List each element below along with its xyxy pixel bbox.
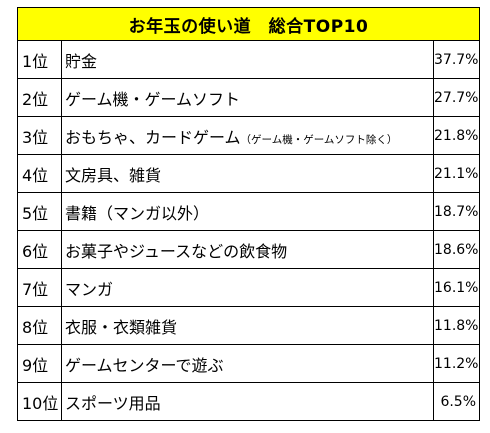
percentage-value: 6.5% [432,382,481,421]
item-label: お菓子やジュースなどの飲食物 [65,241,288,261]
item-cell: 衣服・衣類雑貨 [61,306,434,345]
table-row: 7位 マンガ 16.1% [17,268,481,307]
item-cell: スポーツ用品 [61,382,434,421]
item-cell: マンガ [61,268,434,307]
percentage-value: 18.7% [432,192,481,231]
rank-label: 7位 [17,268,62,307]
item-label: 書籍（マンガ以外） [65,203,210,223]
item-label: ゲームセンターで遊ぶ [65,355,224,375]
percentage-value: 27.7% [432,78,481,117]
percentage-value: 11.2% [432,344,481,383]
rank-label: 3位 [17,116,62,155]
item-label: 文房具、雑貨 [65,165,162,185]
item-cell: 貯金 [61,40,434,79]
item-cell: 書籍（マンガ以外） [61,192,434,231]
rank-label: 1位 [17,40,62,79]
table-row: 8位 衣服・衣類雑貨 11.8% [17,306,481,345]
item-label: スポーツ用品 [65,393,161,413]
table-row: 4位 文房具、雑貨 21.1% [17,154,481,193]
percentage-value: 21.1% [432,154,481,193]
item-label: マンガ [65,279,114,299]
rank-label: 5位 [17,192,62,231]
item-label: おもちゃ、カードゲーム [65,127,241,147]
table-row: 2位 ゲーム機・ゲームソフト 27.7% [17,78,481,117]
table-row: 5位 書籍（マンガ以外） 18.7% [17,192,481,231]
item-cell: お菓子やジュースなどの飲食物 [61,230,434,269]
rank-label: 4位 [17,154,62,193]
table-row: 3位 おもちゃ、カードゲーム（ゲーム機・ゲームソフト除く） 21.8% [17,116,481,155]
table-row: 10位 スポーツ用品 6.5% [17,382,481,421]
percentage-value: 18.6% [432,230,481,269]
ranking-table: お年玉の使い道 総合TOP10 1位 貯金 37.7% 2位 ゲーム機・ゲームソフト 27… [16,7,481,421]
item-label: 貯金 [65,51,98,71]
item-cell: ゲーム機・ゲームソフト [61,78,434,117]
rank-label: 9位 [17,344,62,383]
rank-label: 6位 [17,230,62,269]
percentage-value: 21.8% [432,116,481,155]
percentage-value: 37.7% [432,40,481,79]
table-row: 6位 お菓子やジュースなどの飲食物 18.6% [17,230,481,269]
chart-title: お年玉の使い道 総合TOP10 [16,7,481,41]
ranking-table-body: お年玉の使い道 総合TOP10 1位 貯金 37.7% 2位 ゲーム機・ゲームソフト 27… [16,7,481,421]
percentage-value: 16.1% [432,268,481,307]
title-row: お年玉の使い道 総合TOP10 [16,7,481,41]
item-cell: 文房具、雑貨 [61,154,434,193]
rank-label: 2位 [17,78,62,117]
item-note: （ゲーム機・ゲームソフト除く） [240,133,398,146]
rank-label: 8位 [17,306,62,345]
item-cell: おもちゃ、カードゲーム（ゲーム機・ゲームソフト除く） [61,116,434,155]
table-row: 9位 ゲームセンターで遊ぶ 11.2% [17,344,481,383]
item-label: 衣服・衣類雑貨 [65,317,178,337]
item-label: ゲーム機・ゲームソフト [65,89,241,109]
item-cell: ゲームセンターで遊ぶ [61,344,434,383]
percentage-value: 11.8% [432,306,481,345]
rank-label: 10位 [17,382,62,421]
table-row: 1位 貯金 37.7% [17,40,481,79]
